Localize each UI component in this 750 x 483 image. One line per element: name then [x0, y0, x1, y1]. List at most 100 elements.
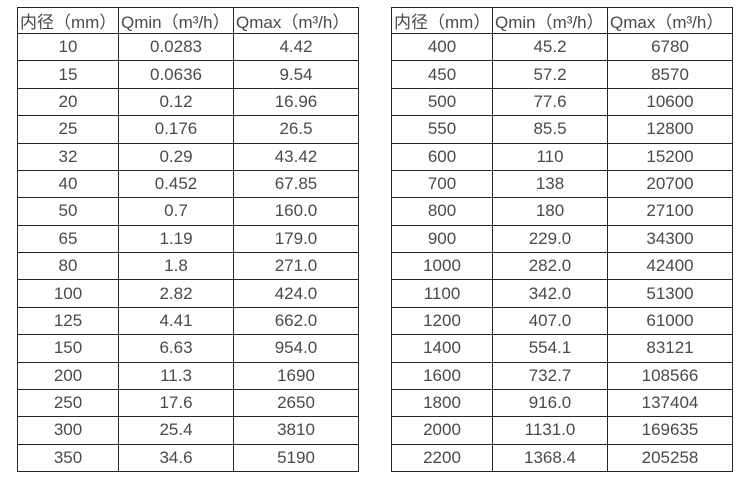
cell-qmax: 2650 [233, 388, 359, 418]
cell-qmax: 137404 [607, 388, 733, 418]
cell-qmin: 45.2 [492, 32, 608, 62]
cell-diameter: 100 [17, 279, 119, 308]
cell-qmax: 6780 [607, 32, 733, 62]
cell-diameter: 1400 [391, 334, 493, 363]
cell-diameter: 2200 [391, 443, 493, 473]
table-row: 500 77.6 10600 [391, 87, 733, 117]
table-row: 80 1.8 271.0 [17, 251, 359, 281]
cell-diameter: 800 [391, 197, 493, 226]
cell-qmin: 77.6 [492, 87, 608, 117]
cell-diameter: 50 [17, 197, 119, 226]
header-qmin: Qmin（m³/h） [118, 7, 234, 34]
cell-diameter: 32 [17, 142, 119, 171]
cell-qmin: 407.0 [492, 306, 608, 336]
cell-qmin: 4.41 [118, 306, 234, 336]
header-diameter: 内径（mm） [17, 7, 119, 34]
cell-qmax: 26.5 [233, 115, 359, 144]
cell-qmax: 160.0 [233, 197, 359, 226]
cell-qmax: 10600 [607, 87, 733, 117]
cell-qmin: 1.8 [118, 251, 234, 281]
cell-qmax: 61000 [607, 306, 733, 336]
header-qmin: Qmin（m³/h） [492, 7, 608, 34]
cell-diameter: 125 [17, 306, 119, 336]
table-row: 1100 342.0 51300 [391, 279, 733, 308]
cell-qmax: 83121 [607, 334, 733, 363]
table-row: 200 11.3 1690 [17, 361, 359, 390]
flow-spec-table-small-diameters: 内径（mm） Qmin（m³/h） Qmax（m³/h） 10 0.0283 4.4… [17, 7, 359, 473]
cell-diameter: 40 [17, 169, 119, 199]
cell-diameter: 150 [17, 334, 119, 363]
table-row: 65 1.19 179.0 [17, 224, 359, 254]
table-row: 150 6.63 954.0 [17, 334, 359, 363]
cell-diameter: 2000 [391, 416, 493, 445]
cell-diameter: 65 [17, 224, 119, 254]
table-row: 1000 282.0 42400 [391, 251, 733, 281]
table-row: 800 180 27100 [391, 197, 733, 226]
cell-qmax: 27100 [607, 197, 733, 226]
cell-diameter: 700 [391, 169, 493, 199]
cell-qmin: 0.0283 [118, 32, 234, 62]
cell-qmax: 12800 [607, 115, 733, 144]
table-row: 32 0.29 43.42 [17, 142, 359, 171]
table-row: 1400 554.1 83121 [391, 334, 733, 363]
table-row: 125 4.41 662.0 [17, 306, 359, 336]
cell-qmax: 34300 [607, 224, 733, 254]
table-row: 1600 732.7 108566 [391, 361, 733, 390]
table-row: 15 0.0636 9.54 [17, 60, 359, 89]
cell-diameter: 500 [391, 87, 493, 117]
table-row: 100 2.82 424.0 [17, 279, 359, 308]
cell-diameter: 25 [17, 115, 119, 144]
cell-diameter: 1800 [391, 388, 493, 418]
cell-qmax: 9.54 [233, 60, 359, 89]
cell-qmin: 342.0 [492, 279, 608, 308]
cell-qmax: 67.85 [233, 169, 359, 199]
cell-qmin: 554.1 [492, 334, 608, 363]
cell-qmin: 110 [492, 142, 608, 171]
table-row: 2000 1131.0 169635 [391, 416, 733, 445]
table-row: 1200 407.0 61000 [391, 306, 733, 336]
cell-qmax: 1690 [233, 361, 359, 390]
cell-qmin: 0.0636 [118, 60, 234, 89]
cell-diameter: 900 [391, 224, 493, 254]
cell-diameter: 1600 [391, 361, 493, 390]
cell-qmin: 0.452 [118, 169, 234, 199]
cell-qmax: 3810 [233, 416, 359, 445]
table-row: 25 0.176 26.5 [17, 115, 359, 144]
table-row: 10 0.0283 4.42 [17, 32, 359, 62]
cell-diameter: 600 [391, 142, 493, 171]
cell-diameter: 20 [17, 87, 119, 117]
cell-diameter: 1200 [391, 306, 493, 336]
cell-qmax: 16.96 [233, 87, 359, 117]
cell-qmin: 0.7 [118, 197, 234, 226]
cell-diameter: 200 [17, 361, 119, 390]
cell-qmax: 15200 [607, 142, 733, 171]
cell-qmin: 1131.0 [492, 416, 608, 445]
cell-qmin: 282.0 [492, 251, 608, 281]
cell-qmax: 51300 [607, 279, 733, 308]
cell-qmax: 169635 [607, 416, 733, 445]
cell-qmin: 1.19 [118, 224, 234, 254]
cell-qmin: 180 [492, 197, 608, 226]
table-row: 250 17.6 2650 [17, 388, 359, 418]
cell-qmin: 138 [492, 169, 608, 199]
cell-qmin: 0.29 [118, 142, 234, 171]
cell-qmin: 57.2 [492, 60, 608, 89]
header-diameter: 内径（mm） [391, 7, 493, 34]
cell-qmax: 8570 [607, 60, 733, 89]
cell-qmin: 229.0 [492, 224, 608, 254]
table-row: 20 0.12 16.96 [17, 87, 359, 117]
cell-qmin: 11.3 [118, 361, 234, 390]
cell-qmin: 0.12 [118, 87, 234, 117]
table-row: 450 57.2 8570 [391, 60, 733, 89]
flow-spec-table-large-diameters: 内径（mm） Qmin（m³/h） Qmax（m³/h） 400 45.2 6780… [391, 7, 733, 473]
cell-qmax: 108566 [607, 361, 733, 390]
cell-qmax: 42400 [607, 251, 733, 281]
cell-qmin: 2.82 [118, 279, 234, 308]
table-row: 1800 916.0 137404 [391, 388, 733, 418]
table-row: 900 229.0 34300 [391, 224, 733, 254]
cell-diameter: 1000 [391, 251, 493, 281]
table-row: 350 34.6 5190 [17, 443, 359, 473]
table-row: 50 0.7 160.0 [17, 197, 359, 226]
cell-qmax: 205258 [607, 443, 733, 473]
